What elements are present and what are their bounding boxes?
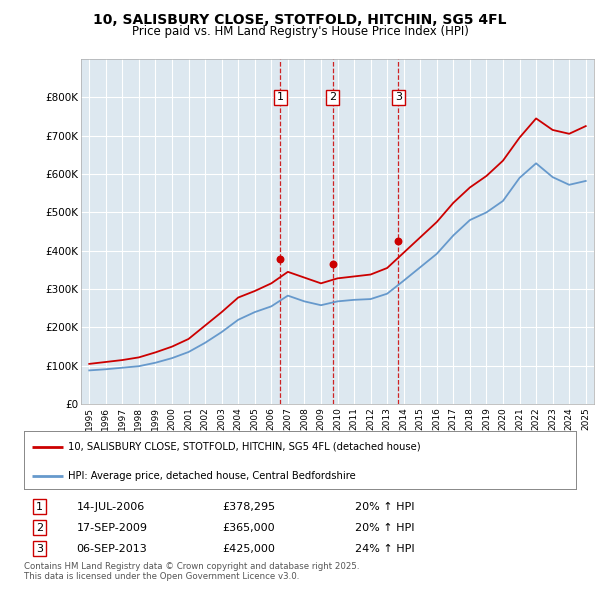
Text: 14-JUL-2006: 14-JUL-2006 — [76, 502, 145, 512]
Text: HPI: Average price, detached house, Central Bedfordshire: HPI: Average price, detached house, Cent… — [68, 471, 356, 481]
Point — [394, 237, 403, 246]
Text: 2: 2 — [36, 523, 43, 533]
Text: 1: 1 — [277, 93, 284, 102]
Text: £365,000: £365,000 — [223, 523, 275, 533]
Text: 20% ↑ HPI: 20% ↑ HPI — [355, 502, 415, 512]
Text: 1: 1 — [36, 502, 43, 512]
Text: £425,000: £425,000 — [223, 543, 275, 553]
Text: £378,295: £378,295 — [223, 502, 276, 512]
Text: 20% ↑ HPI: 20% ↑ HPI — [355, 523, 415, 533]
Point — [275, 254, 285, 264]
Text: 2: 2 — [329, 93, 336, 102]
Text: 17-SEP-2009: 17-SEP-2009 — [76, 523, 148, 533]
Text: 06-SEP-2013: 06-SEP-2013 — [76, 543, 147, 553]
Text: Price paid vs. HM Land Registry's House Price Index (HPI): Price paid vs. HM Land Registry's House … — [131, 25, 469, 38]
Text: 24% ↑ HPI: 24% ↑ HPI — [355, 543, 415, 553]
Text: Contains HM Land Registry data © Crown copyright and database right 2025.
This d: Contains HM Land Registry data © Crown c… — [24, 562, 359, 581]
Text: 3: 3 — [36, 543, 43, 553]
Text: 10, SALISBURY CLOSE, STOTFOLD, HITCHIN, SG5 4FL (detached house): 10, SALISBURY CLOSE, STOTFOLD, HITCHIN, … — [68, 442, 421, 452]
Text: 3: 3 — [395, 93, 402, 102]
Text: 10, SALISBURY CLOSE, STOTFOLD, HITCHIN, SG5 4FL: 10, SALISBURY CLOSE, STOTFOLD, HITCHIN, … — [93, 13, 507, 27]
Point — [328, 260, 338, 269]
